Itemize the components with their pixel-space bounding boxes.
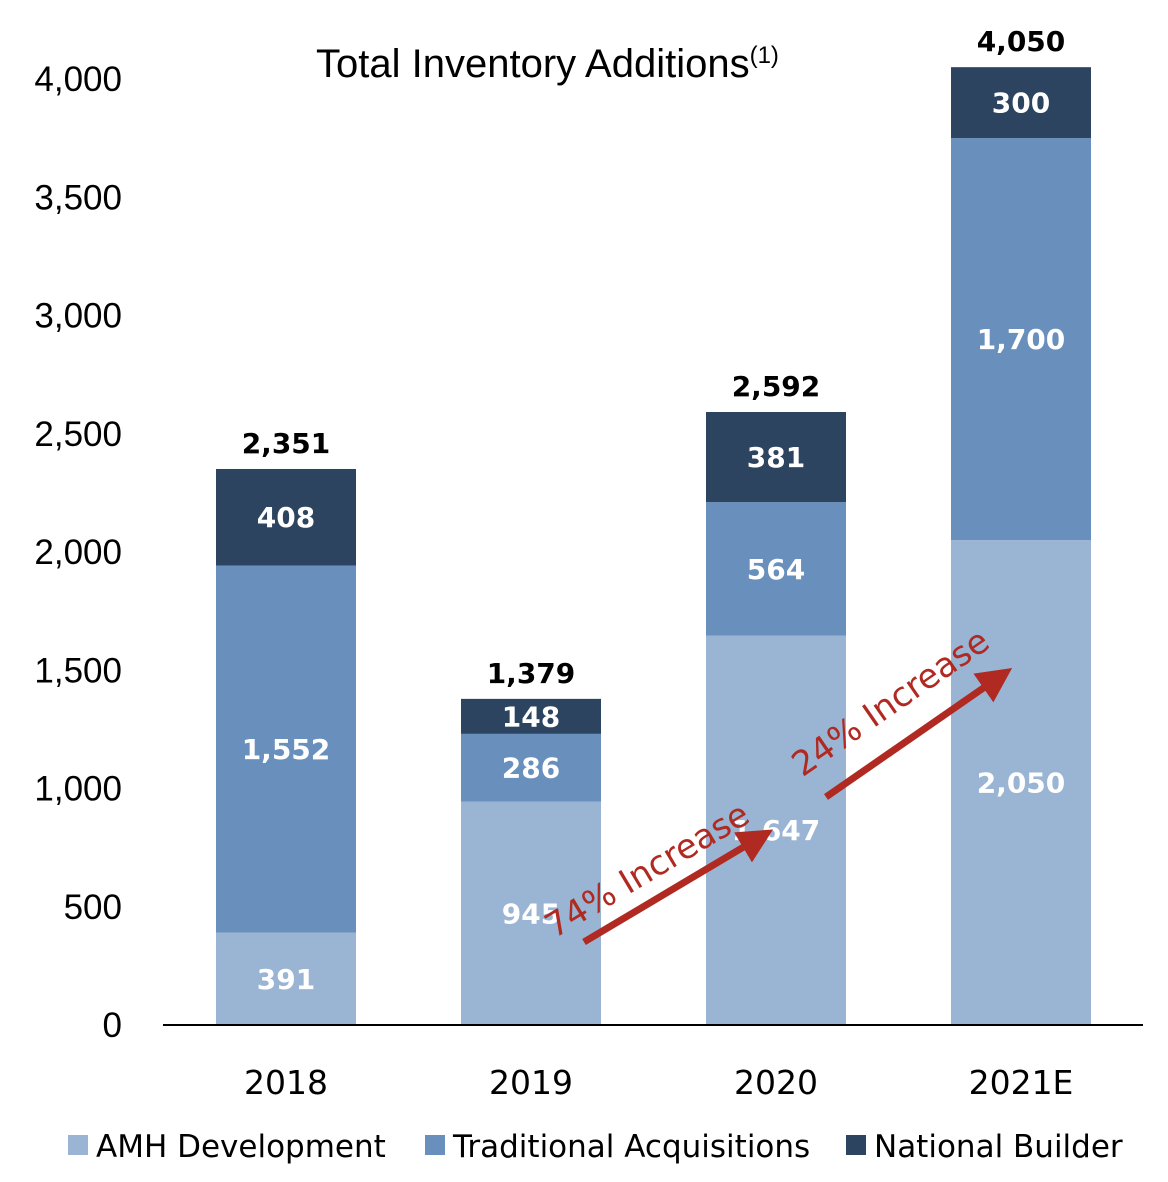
segment-value-label: 300 <box>992 87 1050 120</box>
segment-value-label: 408 <box>257 501 315 534</box>
legend-swatch <box>846 1135 866 1155</box>
bar-segment <box>706 411 846 503</box>
y-tick-label: 1,000 <box>34 770 122 809</box>
y-tick-label: 1,500 <box>34 651 122 690</box>
y-tick-label: 2,000 <box>34 533 122 572</box>
bar-segment <box>461 733 601 802</box>
x-category-label: 2021E <box>969 1063 1074 1102</box>
y-axis: 0 500 1,000 1,500 2,000 2,500 3,000 3,500 4,000 <box>34 60 122 1045</box>
bar-segment <box>706 502 846 636</box>
bar-segment <box>951 67 1091 139</box>
bar-segment <box>951 138 1091 541</box>
y-tick-label: 3,500 <box>34 178 122 217</box>
total-value-label: 1,379 <box>487 657 576 690</box>
x-category-label: 2020 <box>734 1063 818 1102</box>
total-value-label: 4,050 <box>977 25 1066 58</box>
legend-label: Traditional Acquisitions <box>452 1129 810 1165</box>
segment-value-label: 2,050 <box>977 767 1066 800</box>
segment-value-label: 381 <box>747 441 805 474</box>
bars-group: 3911,5524082,3519452861481,3791,64756438… <box>216 25 1091 1025</box>
bar-segment <box>216 468 356 566</box>
legend-label: National Builder <box>874 1129 1123 1165</box>
x-axis: 2018 2019 2020 2021E <box>244 1063 1073 1102</box>
total-value-label: 2,351 <box>242 427 331 460</box>
legend: AMH Development Traditional Acquisitions N… <box>68 1129 1123 1165</box>
segment-value-label: 1,700 <box>977 323 1066 356</box>
y-tick-label: 0 <box>103 1006 122 1045</box>
bar-segment <box>706 635 846 1025</box>
y-tick-label: 500 <box>64 888 122 927</box>
chart-title-main: Total Inventory Additions <box>316 42 750 86</box>
y-tick-label: 2,500 <box>34 415 122 454</box>
chart-title: Total Inventory Additions(1) <box>316 42 779 86</box>
bar-segment <box>461 698 601 734</box>
growth-arrow <box>824 668 1013 800</box>
segment-value-label: 286 <box>502 752 560 785</box>
segment-value-label: 391 <box>257 963 315 996</box>
growth-arrow <box>582 829 774 946</box>
bar-segment <box>216 565 356 933</box>
y-tick-label: 4,000 <box>34 60 122 99</box>
segment-value-label: 1,552 <box>242 733 331 766</box>
bar-segment <box>216 932 356 1025</box>
bar-segment <box>461 801 601 1025</box>
bar-segment <box>951 540 1091 1025</box>
segment-value-label: 148 <box>502 700 560 733</box>
y-tick-label: 3,000 <box>34 297 122 336</box>
segment-value-label: 945 <box>502 897 560 930</box>
segment-value-label: 564 <box>747 553 805 586</box>
total-value-label: 2,592 <box>732 370 821 403</box>
legend-swatch <box>68 1135 88 1155</box>
x-category-label: 2019 <box>489 1063 573 1102</box>
legend-label: AMH Development <box>96 1129 386 1165</box>
chart-title-superscript: (1) <box>750 42 779 69</box>
legend-swatch <box>425 1135 445 1155</box>
x-category-label: 2018 <box>244 1063 328 1102</box>
